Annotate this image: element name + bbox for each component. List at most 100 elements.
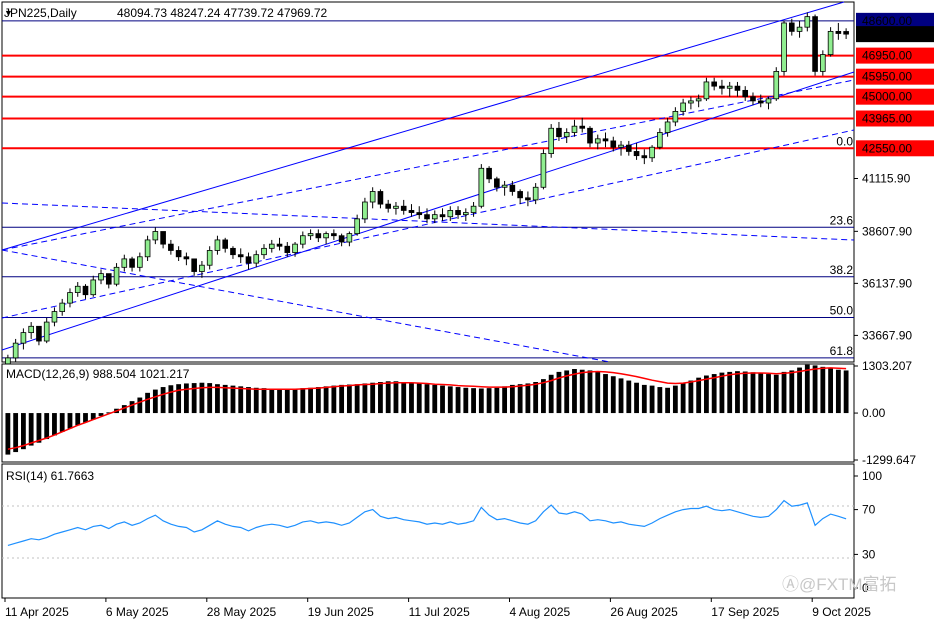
candle-body bbox=[74, 285, 81, 293]
macd-bar bbox=[572, 369, 577, 414]
candle-body bbox=[773, 71, 780, 100]
macd-bar bbox=[121, 405, 127, 414]
macd-bar bbox=[145, 392, 150, 414]
macd-bar bbox=[207, 383, 213, 414]
candle-body bbox=[494, 178, 500, 188]
candle-body bbox=[90, 279, 97, 296]
macd-bar bbox=[370, 382, 376, 414]
macd-bar bbox=[688, 380, 694, 414]
macd-bar bbox=[587, 370, 593, 414]
horizontal-levels[interactable] bbox=[2, 20, 854, 150]
fib-anchor-dashed-line[interactable] bbox=[1, 249, 611, 363]
candle-body bbox=[509, 184, 516, 192]
candle-body bbox=[12, 342, 19, 359]
candle-body bbox=[253, 254, 260, 264]
candle-body bbox=[625, 144, 632, 152]
macd-bar bbox=[517, 384, 523, 414]
macd-bar bbox=[168, 385, 174, 414]
candle-body bbox=[199, 264, 205, 272]
candle-body bbox=[36, 325, 42, 342]
time-tick-label-0: 11 Apr 2025 bbox=[5, 605, 69, 619]
time-tick-label-1: 6 May 2025 bbox=[106, 605, 169, 619]
channel-lower-line[interactable] bbox=[1, 71, 855, 351]
candle-body bbox=[183, 256, 190, 260]
channel-dashed-line-2[interactable] bbox=[1, 79, 855, 251]
macd-bar bbox=[183, 383, 189, 414]
macd-bar bbox=[610, 376, 616, 414]
macd-bar bbox=[548, 374, 554, 414]
candle-body bbox=[695, 98, 702, 102]
candle-body bbox=[137, 256, 143, 268]
fib-label-2: 38.2 bbox=[830, 263, 854, 277]
dashed-resistance-line[interactable] bbox=[1, 202, 855, 241]
macd-bar bbox=[308, 387, 313, 414]
candle-body bbox=[703, 81, 710, 100]
rsi-title: RSI(14) 61.7663 bbox=[6, 469, 94, 483]
macd-bar bbox=[766, 374, 771, 414]
candle-body bbox=[672, 111, 679, 123]
macd-bar bbox=[509, 384, 515, 414]
macd-bar bbox=[835, 369, 841, 414]
macd-bar bbox=[603, 374, 608, 414]
candle-body bbox=[517, 191, 523, 199]
macd-bar bbox=[67, 413, 73, 429]
candle-body bbox=[214, 239, 221, 251]
candle-body bbox=[680, 102, 686, 112]
candle-body bbox=[338, 235, 345, 243]
menu-triangle-icon[interactable]: ▼ bbox=[4, 8, 13, 18]
macd-tick-label-1: 0.00 bbox=[862, 406, 886, 420]
macd-bar bbox=[246, 387, 251, 414]
candle-body bbox=[206, 250, 213, 266]
macd-bar bbox=[238, 386, 244, 414]
macd-bar bbox=[152, 389, 158, 414]
candle-body bbox=[385, 203, 391, 209]
price-tick-label-0: 41115.90 bbox=[862, 172, 911, 186]
candle-body bbox=[369, 191, 376, 203]
rsi-tick-label-0: 100 bbox=[862, 469, 882, 483]
candle-body bbox=[804, 16, 811, 28]
macd-bar bbox=[525, 383, 531, 414]
candle-body bbox=[641, 155, 648, 159]
level-tag-3 bbox=[856, 88, 934, 105]
macd-bar bbox=[416, 383, 422, 414]
macd-bar bbox=[649, 385, 655, 414]
macd-bar bbox=[292, 388, 298, 414]
candle-body bbox=[781, 22, 787, 72]
candle-body bbox=[843, 31, 849, 35]
candle-body bbox=[478, 167, 485, 207]
macd-signal-line bbox=[7, 367, 847, 450]
price-panel-frame bbox=[1, 1, 855, 363]
macd-bar bbox=[657, 387, 663, 414]
candle-body bbox=[734, 85, 741, 91]
candle-body bbox=[470, 205, 477, 213]
macd-bar bbox=[409, 382, 414, 414]
candle-body bbox=[292, 243, 298, 253]
candle-body bbox=[563, 132, 570, 138]
candle-body bbox=[532, 186, 539, 201]
macd-bar bbox=[385, 381, 391, 414]
candle-body bbox=[28, 325, 34, 334]
current-price-tag bbox=[856, 26, 934, 43]
current-price-text: 47969.72 bbox=[862, 27, 912, 41]
price-axis: 48600.00 46950.00 45950.00 45000.00 43965.00… bbox=[854, 12, 934, 342]
macd-bar bbox=[378, 382, 383, 414]
macd-bar bbox=[564, 370, 570, 414]
channel-dashed-line-1[interactable] bbox=[1, 129, 855, 319]
macd-bar bbox=[323, 386, 329, 414]
macd-bar bbox=[222, 384, 228, 414]
price-panel: 0.0 23.6 38.2 50.0 61.8 48600.00 46950.00 4595… bbox=[1, 1, 934, 392]
macd-title: MACD(12,26,9) 988.504 1021.217 bbox=[6, 367, 190, 381]
macd-bar bbox=[28, 413, 34, 446]
level-tag-text-0: 48600.00 bbox=[862, 14, 912, 28]
trend-channel[interactable] bbox=[1, 1, 855, 363]
candle-body bbox=[556, 127, 562, 138]
macd-bar bbox=[486, 388, 492, 414]
candle-body bbox=[315, 233, 322, 239]
macd-bar bbox=[665, 387, 671, 414]
macd-bar bbox=[106, 412, 112, 414]
candle-body bbox=[160, 231, 166, 245]
candle-body bbox=[525, 197, 531, 201]
candle-body bbox=[362, 201, 368, 220]
macd-bar bbox=[618, 378, 624, 414]
